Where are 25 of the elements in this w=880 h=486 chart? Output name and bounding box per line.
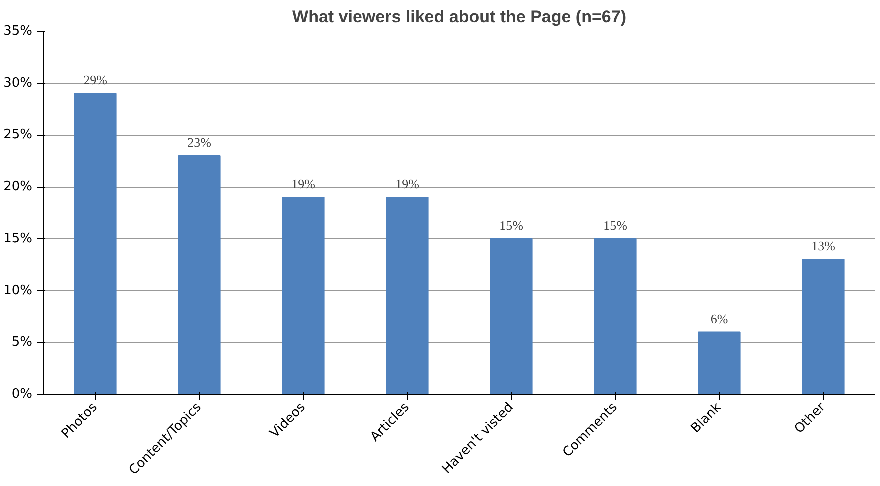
data-label: 13% [812,238,836,254]
y-tick-label: 25% [4,128,33,143]
y-tick-label: 5% [12,335,32,350]
y-tick-label: 15% [4,231,33,246]
bar [698,332,741,394]
y-tick-label: 30% [4,76,33,91]
bar [802,259,845,394]
bar [386,196,429,394]
bar [282,196,325,394]
data-label: 6% [710,311,728,326]
y-tick-label: 35% [4,24,33,39]
bar [490,238,533,394]
data-label: 15% [604,218,628,233]
bar [178,155,221,394]
chart-title: What viewers liked about the Page (n=67) [292,8,626,26]
y-tick-label: 10% [4,283,33,298]
data-label: 15% [500,218,524,233]
data-label: 19% [396,176,420,192]
data-label: 19% [292,176,316,192]
bar [74,93,117,394]
y-tick-label: 20% [4,180,33,195]
data-label: 23% [188,134,212,150]
data-label: 29% [84,72,108,88]
bar [594,238,637,394]
y-tick-label: 0% [12,387,32,402]
